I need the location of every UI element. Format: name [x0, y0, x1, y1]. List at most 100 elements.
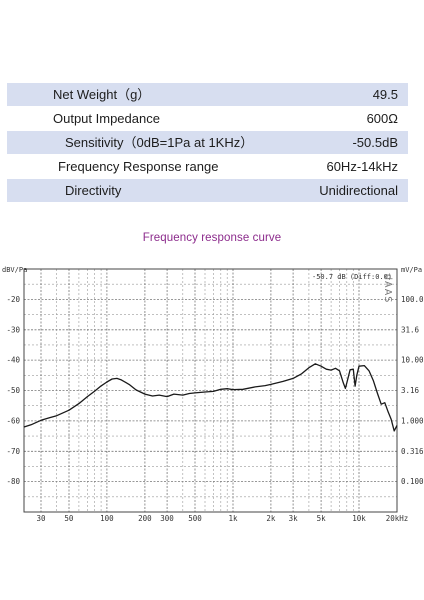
- x-tick-label: 50: [64, 514, 74, 522]
- curve-point: [349, 368, 352, 371]
- curve-point: [105, 381, 108, 384]
- x-tick-label: 500: [188, 514, 202, 522]
- curve-point: [166, 395, 169, 398]
- curve-point: [344, 387, 347, 390]
- x-tick-label: 10k: [352, 514, 366, 522]
- y-tick-label: -50: [6, 386, 20, 395]
- y-tick-label: -80: [6, 477, 20, 486]
- curve-point: [194, 391, 197, 394]
- right-tick-label: 3.16: [401, 386, 420, 395]
- curve-point: [396, 424, 399, 427]
- curve-point: [151, 395, 154, 398]
- curve-point: [282, 380, 285, 383]
- level-annotation: -50.7 dB (Diff:0.0): [312, 273, 392, 281]
- curve-point: [181, 394, 184, 397]
- x-tick-label: 20kHz: [386, 514, 409, 522]
- x-tick-label: 30: [36, 514, 46, 522]
- right-tick-label: 100.0: [401, 295, 424, 304]
- curve-point: [363, 364, 366, 367]
- curve-point: [111, 378, 114, 381]
- curve-point: [232, 388, 235, 391]
- curve-point: [120, 378, 123, 381]
- curve-point: [346, 379, 349, 382]
- spec-row: Directivity Unidirectional: [7, 179, 408, 202]
- curve-point: [334, 367, 337, 370]
- x-tick-label: 1k: [228, 514, 238, 522]
- curve-point: [226, 387, 229, 390]
- curve-point: [143, 393, 146, 396]
- right-unit-label: mV/Pa: [401, 266, 422, 274]
- curve-point: [40, 419, 43, 422]
- chart-svg: dBV/Pa mV/Pa -20 -30 -40 -50 -60 -70 -80 100.0 31.…: [2, 266, 424, 522]
- left-unit-label: dBV/Pa: [2, 266, 27, 274]
- curve-point: [115, 377, 118, 380]
- response-curve: [23, 363, 398, 432]
- spec-value: -50.5dB: [352, 135, 398, 150]
- y-tick-label: -30: [6, 325, 20, 334]
- curve-point: [320, 365, 323, 368]
- curve-point: [300, 372, 303, 375]
- spec-label: Output Impedance: [53, 111, 160, 126]
- plot-frame: [23, 268, 398, 513]
- curve-point: [314, 362, 317, 365]
- spec-value: 49.5: [372, 87, 398, 102]
- curve-point: [352, 368, 355, 371]
- curve-point: [390, 418, 393, 421]
- curve-point: [219, 388, 222, 391]
- curve-point: [93, 390, 96, 393]
- spec-row: Output Impedance 600Ω: [7, 107, 408, 130]
- curve-point: [338, 369, 341, 372]
- curve-point: [264, 384, 267, 387]
- curve-point: [354, 385, 357, 388]
- curve-point: [342, 381, 345, 384]
- curve-point: [23, 426, 26, 429]
- curve-point: [387, 410, 390, 413]
- x-tick-label: 200: [138, 514, 152, 522]
- y-tick-label: -20: [6, 295, 20, 304]
- right-tick-label: 0.1000: [401, 477, 424, 486]
- curve-point: [30, 423, 33, 426]
- x-tick-label: 2k: [266, 514, 276, 522]
- curve-point: [100, 384, 103, 387]
- x-tick-label: 3k: [289, 514, 299, 522]
- spec-table: Net Weight（g） 49.5 Output Impedance 600Ω Sen…: [7, 83, 408, 203]
- right-tick-label: 31.6: [401, 325, 420, 334]
- curve-point: [158, 394, 161, 397]
- spec-label: Sensitivity（0dB=1Pa at 1KHz）: [65, 135, 254, 150]
- curve-point: [55, 414, 58, 417]
- x-tick-label: 300: [160, 514, 174, 522]
- right-tick-label: 1.000: [401, 416, 424, 425]
- curve-point: [325, 368, 328, 371]
- curve-point: [204, 391, 207, 394]
- spec-label: Net Weight（g）: [53, 87, 151, 102]
- curve-point: [376, 392, 379, 395]
- y-tick-label: -70: [6, 447, 20, 456]
- curve-point: [380, 403, 383, 406]
- watermark-text: dAAS: [382, 274, 393, 303]
- curve-point: [212, 390, 215, 393]
- y-tick-label: -60: [6, 416, 20, 425]
- right-tick-label: 10.00: [401, 356, 424, 365]
- curve-point: [307, 366, 310, 369]
- curve-point: [358, 365, 361, 368]
- spec-row: Sensitivity（0dB=1Pa at 1KHz） -50.5dB: [7, 131, 408, 154]
- spec-value: 600Ω: [366, 111, 398, 126]
- curve-title: Frequency response curve: [142, 232, 282, 244]
- curve-point: [86, 395, 89, 398]
- curve-point: [393, 429, 396, 432]
- curve-point: [48, 416, 51, 419]
- curve-point: [68, 409, 71, 412]
- right-tick-label: 0.316: [401, 447, 424, 456]
- curve-point: [188, 392, 191, 395]
- spec-label: Frequency Response range: [58, 159, 219, 174]
- spec-row: Net Weight（g） 49.5: [7, 83, 408, 106]
- x-tick-label: 5k: [317, 514, 327, 522]
- spec-value: Unidirectional: [319, 183, 398, 198]
- x-tick-label: 100: [100, 514, 114, 522]
- curve-point: [292, 377, 295, 380]
- curve-point: [355, 374, 358, 377]
- y-tick-label: -40: [6, 356, 20, 365]
- curve-point: [128, 383, 131, 386]
- curve-point: [242, 388, 245, 391]
